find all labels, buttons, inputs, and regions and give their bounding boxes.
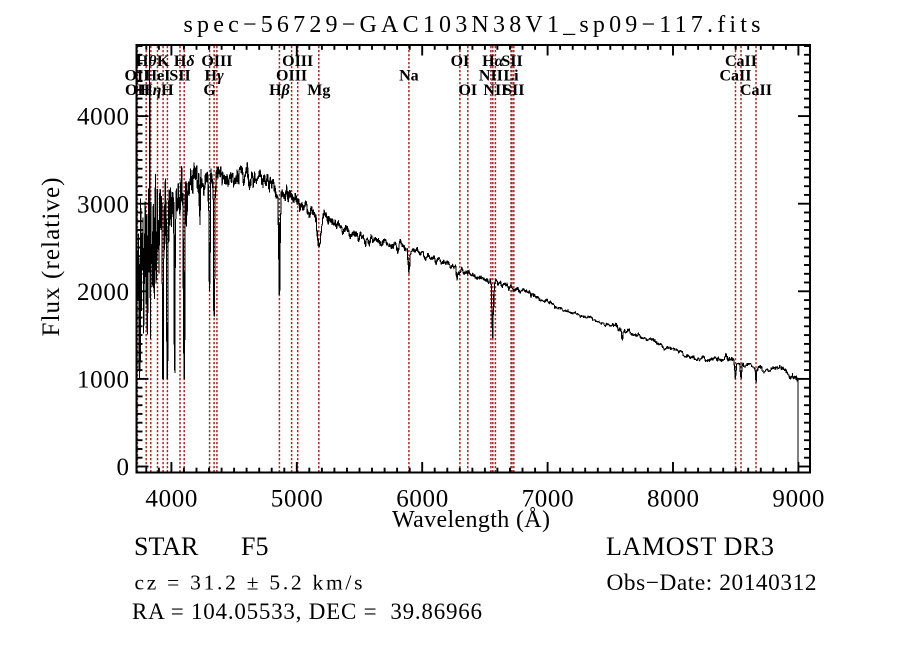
svg-text:8000: 8000 [647,486,699,513]
svg-text:4000: 4000 [77,104,129,131]
svg-text:STAR: STAR [134,532,199,561]
svg-text:OIII: OIII [201,53,232,70]
svg-text:F5: F5 [241,532,268,561]
svg-text:5000: 5000 [271,486,323,513]
svg-text:Hθ: Hθ [136,53,157,70]
svg-text:HeI: HeI [145,68,171,85]
svg-text:4000: 4000 [145,486,197,513]
svg-text:1000: 1000 [77,367,129,394]
svg-text:NII: NII [483,82,507,99]
svg-text:K: K [157,53,170,70]
svg-text:OIII: OIII [276,68,307,85]
svg-text:RA = 104.05533, DEC = 39.8696: RA = 104.05533, DEC = 39.86966 [132,599,482,624]
svg-text:spec−56729−GAC103N38V1_sp09−11: spec−56729−GAC103N38V1_sp09−117.fits [184,12,761,38]
svg-text:Mg: Mg [307,82,330,99]
svg-text:9000: 9000 [772,486,824,513]
svg-text:cz = 31.2 ± 5.2 km/s: cz = 31.2 ± 5.2 km/s [135,571,363,595]
svg-text:6000: 6000 [396,486,448,513]
svg-text:Hα: Hα [482,53,504,70]
svg-text:Hδ: Hδ [174,53,195,70]
svg-text:CaII: CaII [719,68,751,85]
svg-text:G: G [203,82,216,99]
svg-text:CaII: CaII [725,53,757,70]
svg-text:H: H [161,82,174,99]
svg-text:Obs−Date: 20140312: Obs−Date: 20140312 [607,570,817,596]
svg-text:NII: NII [479,68,503,85]
svg-text:Li: Li [503,68,519,85]
svg-text:SII: SII [501,53,522,70]
svg-text:CaII: CaII [740,82,772,99]
svg-text:2000: 2000 [77,279,129,306]
svg-text:SII: SII [503,82,524,99]
svg-text:Wavelength (Å): Wavelength (Å) [392,507,550,533]
svg-text:LAMOST DR3: LAMOST DR3 [606,532,774,561]
svg-text:OII: OII [125,82,150,99]
svg-text:Hβ: Hβ [269,82,290,99]
svg-text:Hγ: Hγ [205,68,224,85]
svg-text:Na: Na [399,68,419,85]
svg-text:7000: 7000 [522,486,574,513]
svg-text:OI: OI [451,53,470,70]
svg-text:Flux (relative): Flux (relative) [38,178,65,337]
svg-text:Hη: Hη [140,82,161,99]
svg-text:0: 0 [117,454,130,481]
svg-text:SII: SII [169,68,190,85]
svg-text:OI: OI [458,82,477,99]
svg-text:3000: 3000 [77,191,129,218]
svg-text:OII: OII [125,68,150,85]
svg-text:OIII: OIII [282,53,313,70]
